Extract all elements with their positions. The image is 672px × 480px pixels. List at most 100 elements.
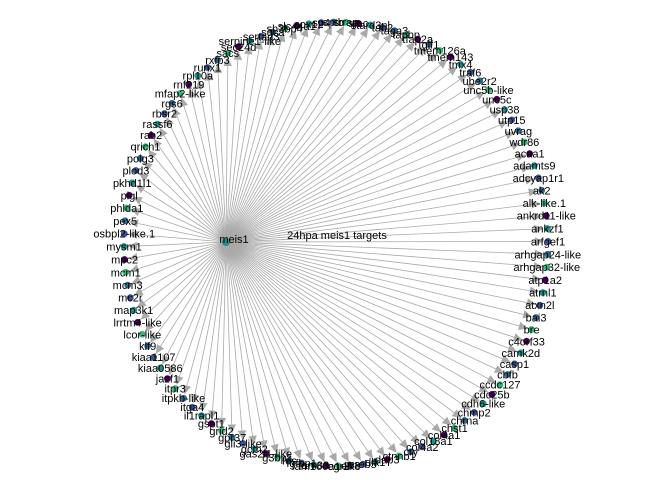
target-node[interactable] bbox=[520, 138, 528, 146]
target-node[interactable] bbox=[305, 20, 313, 28]
target-node[interactable] bbox=[128, 179, 136, 187]
target-node[interactable] bbox=[122, 268, 130, 276]
hub-node[interactable] bbox=[222, 238, 230, 246]
target-node[interactable] bbox=[534, 174, 542, 182]
target-node[interactable] bbox=[121, 256, 128, 263]
target-node[interactable] bbox=[540, 199, 548, 207]
target-node[interactable] bbox=[488, 391, 496, 398]
target-node[interactable] bbox=[544, 225, 551, 232]
target-node[interactable] bbox=[532, 314, 540, 321]
target-node[interactable] bbox=[536, 301, 544, 309]
target-node[interactable] bbox=[168, 99, 176, 107]
target-node[interactable] bbox=[335, 462, 342, 470]
target-node[interactable] bbox=[470, 408, 478, 416]
target-node[interactable] bbox=[466, 68, 474, 76]
target-node[interactable] bbox=[544, 250, 552, 258]
target-node[interactable] bbox=[530, 162, 538, 170]
target-node[interactable] bbox=[317, 19, 325, 26]
target-node[interactable] bbox=[228, 434, 236, 441]
target-node[interactable] bbox=[198, 412, 206, 420]
target-node[interactable] bbox=[496, 381, 504, 389]
target-node[interactable] bbox=[235, 43, 243, 51]
target-node[interactable] bbox=[262, 450, 270, 457]
target-node[interactable] bbox=[132, 167, 140, 174]
target-node[interactable] bbox=[493, 95, 501, 103]
target-node[interactable] bbox=[286, 457, 293, 464]
target-node[interactable] bbox=[395, 452, 403, 460]
target-node[interactable] bbox=[207, 420, 215, 428]
target-node[interactable] bbox=[138, 330, 146, 338]
target-node[interactable] bbox=[120, 243, 128, 250]
target-node[interactable] bbox=[171, 385, 179, 393]
target-node[interactable] bbox=[528, 326, 536, 333]
target-node[interactable] bbox=[479, 400, 487, 408]
target-node[interactable] bbox=[539, 289, 547, 297]
target-node[interactable] bbox=[418, 443, 426, 451]
target-node[interactable] bbox=[180, 394, 187, 402]
target-node[interactable] bbox=[504, 371, 511, 378]
target-node[interactable] bbox=[120, 230, 128, 238]
target-node[interactable] bbox=[440, 431, 448, 439]
target-node[interactable] bbox=[342, 18, 350, 26]
target-node[interactable] bbox=[154, 120, 161, 128]
target-node[interactable] bbox=[544, 238, 552, 245]
target-node[interactable] bbox=[526, 150, 534, 158]
target-node[interactable] bbox=[156, 364, 164, 372]
target-node[interactable] bbox=[425, 41, 433, 48]
target-node[interactable] bbox=[359, 460, 367, 468]
target-node[interactable] bbox=[429, 437, 437, 445]
target-node[interactable] bbox=[136, 155, 144, 162]
target-node[interactable] bbox=[461, 417, 468, 424]
target-node[interactable] bbox=[542, 212, 550, 220]
target-node[interactable] bbox=[125, 191, 133, 199]
target-node[interactable] bbox=[330, 18, 337, 26]
target-node[interactable] bbox=[188, 403, 196, 411]
target-node[interactable] bbox=[150, 353, 158, 361]
target-node[interactable] bbox=[293, 22, 301, 30]
target-node[interactable] bbox=[176, 90, 184, 97]
target-node[interactable] bbox=[391, 27, 398, 34]
target-node[interactable] bbox=[239, 440, 247, 447]
target-node[interactable] bbox=[523, 337, 530, 345]
target-node[interactable] bbox=[347, 462, 355, 469]
target-node[interactable] bbox=[274, 454, 281, 461]
target-node[interactable] bbox=[144, 342, 152, 350]
target-node[interactable] bbox=[485, 86, 492, 94]
target-node[interactable] bbox=[379, 24, 386, 31]
target-node[interactable] bbox=[517, 349, 525, 357]
target-node[interactable] bbox=[447, 53, 454, 61]
target-node[interactable] bbox=[194, 72, 202, 80]
target-node[interactable] bbox=[514, 127, 522, 135]
target-node[interactable] bbox=[124, 281, 132, 289]
target-node[interactable] bbox=[126, 294, 134, 302]
target-node[interactable] bbox=[541, 276, 549, 284]
target-node[interactable] bbox=[134, 318, 142, 326]
target-node[interactable] bbox=[142, 143, 149, 151]
target-node[interactable] bbox=[161, 110, 168, 117]
target-node[interactable] bbox=[508, 116, 516, 124]
target-node[interactable] bbox=[147, 131, 155, 139]
target-node[interactable] bbox=[383, 456, 391, 463]
target-node[interactable] bbox=[185, 80, 193, 88]
target-node[interactable] bbox=[281, 25, 289, 32]
target-node[interactable] bbox=[407, 448, 415, 456]
target-node[interactable] bbox=[436, 47, 444, 54]
target-node[interactable] bbox=[269, 28, 277, 36]
target-node[interactable] bbox=[511, 360, 518, 368]
target-node[interactable] bbox=[214, 56, 221, 64]
target-node[interactable] bbox=[366, 21, 374, 29]
target-node[interactable] bbox=[224, 49, 232, 57]
target-node[interactable] bbox=[204, 64, 211, 71]
target-node[interactable] bbox=[246, 37, 254, 45]
target-node[interactable] bbox=[218, 427, 225, 435]
target-node[interactable] bbox=[310, 461, 318, 469]
target-node[interactable] bbox=[121, 217, 129, 225]
target-node[interactable] bbox=[257, 32, 265, 40]
target-node[interactable] bbox=[130, 306, 138, 314]
target-node[interactable] bbox=[501, 105, 508, 113]
target-node[interactable] bbox=[538, 186, 546, 194]
target-node[interactable] bbox=[123, 204, 131, 212]
target-node[interactable] bbox=[322, 462, 330, 470]
target-node[interactable] bbox=[164, 375, 171, 383]
target-node[interactable] bbox=[476, 77, 484, 85]
